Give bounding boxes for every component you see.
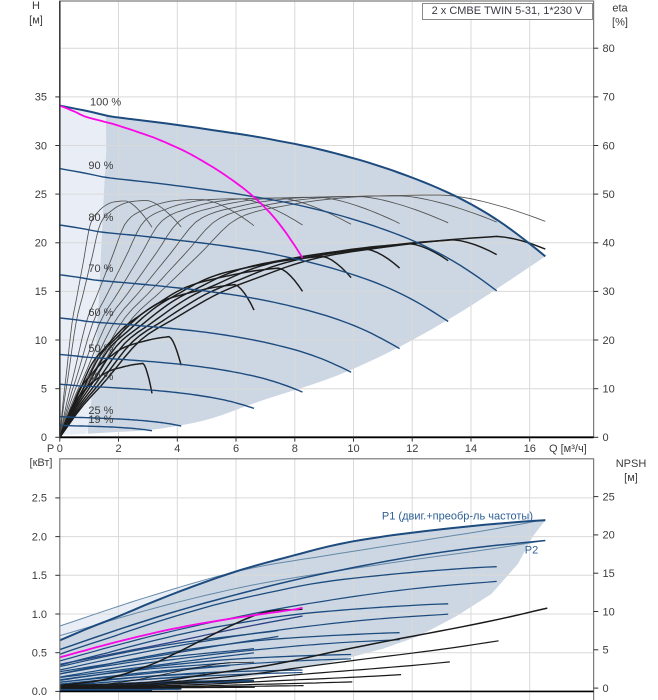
svg-text:5: 5 xyxy=(603,645,609,657)
svg-text:[%]: [%] xyxy=(612,17,628,29)
svg-text:70 %: 70 % xyxy=(88,263,113,275)
svg-text:30: 30 xyxy=(35,140,47,152)
svg-text:10: 10 xyxy=(35,335,47,347)
svg-text:90 %: 90 % xyxy=(88,160,113,172)
svg-text:40: 40 xyxy=(603,238,615,250)
svg-text:60: 60 xyxy=(603,140,615,152)
svg-text:P1 (двиг.+преобр-ль частоты): P1 (двиг.+преобр-ль частоты) xyxy=(382,511,533,523)
svg-text:[м]: [м] xyxy=(624,472,638,484)
svg-text:12: 12 xyxy=(406,443,418,455)
svg-text:25: 25 xyxy=(603,491,615,503)
svg-text:2.0: 2.0 xyxy=(32,531,47,543)
svg-text:20: 20 xyxy=(603,335,615,347)
svg-text:Q [м³/ч]: Q [м³/ч] xyxy=(549,443,587,455)
svg-text:1.0: 1.0 xyxy=(32,609,47,621)
svg-text:15: 15 xyxy=(603,568,615,580)
svg-text:NPSH: NPSH xyxy=(616,458,647,470)
svg-text:25 %: 25 % xyxy=(88,405,113,417)
svg-text:0: 0 xyxy=(603,432,609,444)
svg-text:[м]: [м] xyxy=(29,15,43,27)
svg-text:5: 5 xyxy=(41,383,47,395)
svg-text:40 %: 40 % xyxy=(88,371,113,383)
svg-text:2.5: 2.5 xyxy=(32,493,47,505)
svg-text:16: 16 xyxy=(524,443,536,455)
svg-text:60 %: 60 % xyxy=(88,307,113,319)
svg-text:eta: eta xyxy=(612,3,628,15)
svg-text:1.5: 1.5 xyxy=(32,570,47,582)
svg-text:20: 20 xyxy=(603,530,615,542)
svg-text:10: 10 xyxy=(603,606,615,618)
svg-text:14: 14 xyxy=(465,443,477,455)
svg-text:0: 0 xyxy=(603,683,609,695)
svg-text:[кВт]: [кВт] xyxy=(30,457,53,469)
svg-text:25: 25 xyxy=(35,189,47,201)
svg-text:70: 70 xyxy=(603,92,615,104)
svg-text:10: 10 xyxy=(603,383,615,395)
svg-text:0.5: 0.5 xyxy=(32,648,47,660)
svg-text:0: 0 xyxy=(41,432,47,444)
svg-text:50 %: 50 % xyxy=(88,343,113,355)
svg-text:P: P xyxy=(47,443,54,455)
svg-text:10: 10 xyxy=(347,443,359,455)
svg-text:0.0: 0.0 xyxy=(32,686,47,698)
svg-text:P2: P2 xyxy=(525,545,538,557)
svg-text:35: 35 xyxy=(35,92,47,104)
svg-text:100 %: 100 % xyxy=(90,97,121,109)
svg-text:50: 50 xyxy=(603,189,615,201)
svg-text:30: 30 xyxy=(603,286,615,298)
svg-text:0: 0 xyxy=(57,443,63,455)
svg-text:80 %: 80 % xyxy=(88,212,113,224)
svg-text:20: 20 xyxy=(35,238,47,250)
svg-text:19 %: 19 % xyxy=(88,414,113,426)
svg-text:80: 80 xyxy=(603,43,615,55)
svg-text:H: H xyxy=(32,0,40,12)
svg-text:6: 6 xyxy=(233,443,239,455)
svg-text:15: 15 xyxy=(35,286,47,298)
svg-text:2: 2 xyxy=(115,443,121,455)
svg-text:8: 8 xyxy=(292,443,298,455)
svg-text:4: 4 xyxy=(174,443,180,455)
